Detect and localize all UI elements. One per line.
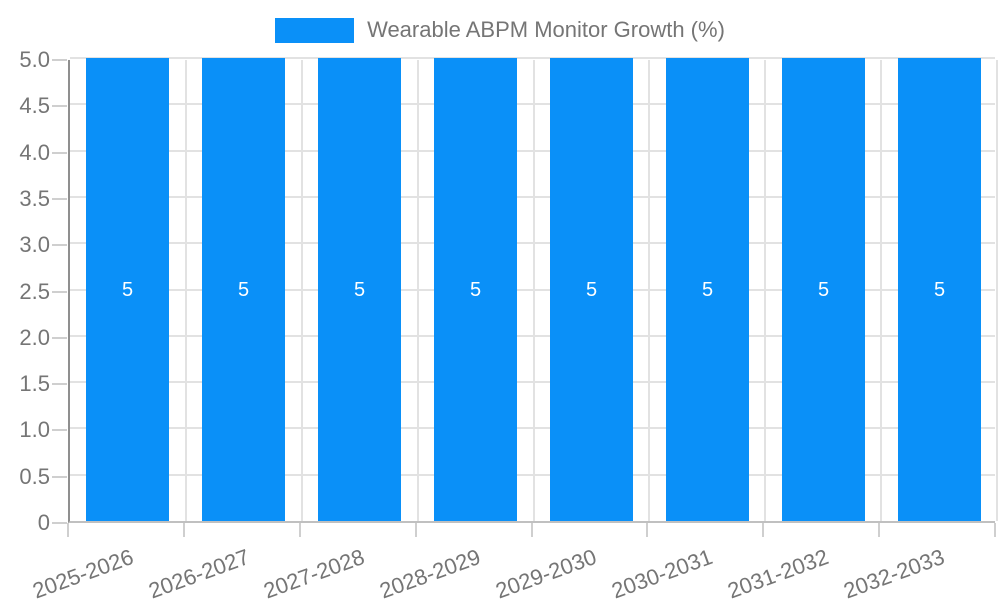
- y-tick-label: 2.0: [19, 324, 50, 350]
- x-gridline: [533, 60, 535, 521]
- y-gridline: [70, 242, 995, 245]
- y-axis-tick: [52, 475, 67, 478]
- bar-value-label: 5: [817, 278, 830, 301]
- y-gridline: [70, 57, 995, 59]
- legend-label[interactable]: Wearable ABPM Monitor Growth (%): [367, 17, 725, 42]
- y-gridline: [70, 473, 995, 476]
- x-axis-tick: [762, 523, 764, 537]
- bar-value-label: 5: [933, 278, 946, 301]
- x-axis-tick: [994, 523, 996, 537]
- x-axis-tick: [299, 523, 301, 537]
- x-axis-tick: [646, 523, 648, 537]
- x-gridline: [880, 60, 882, 521]
- x-axis-tick: [531, 523, 533, 537]
- y-axis-tick: [52, 336, 67, 339]
- plot-area: 5 5 5 5 5 5 5 5: [68, 57, 998, 523]
- x-tick-label: 2031-2032: [724, 544, 832, 604]
- x-tick-label: 2027-2028: [260, 544, 369, 604]
- y-tick-label: 5.0: [19, 47, 50, 72]
- bar[interactable]: 5: [434, 58, 517, 521]
- x-gridline: [764, 60, 766, 521]
- x-tick-label: 2025-2026: [29, 544, 137, 604]
- x-gridline: [648, 60, 650, 521]
- y-gridline: [70, 427, 995, 430]
- bar-value-label: 5: [237, 278, 250, 301]
- y-tick-label: 4.5: [19, 93, 50, 119]
- x-tick-label: 2028-2029: [376, 544, 485, 604]
- y-axis-tick: [52, 105, 67, 108]
- x-gridline: [301, 60, 303, 521]
- bar-value-label: 5: [121, 278, 134, 301]
- y-gridline: [70, 288, 995, 291]
- y-axis-tick: [52, 383, 67, 386]
- x-axis-tick: [183, 523, 185, 537]
- bar[interactable]: 5: [782, 58, 865, 521]
- bar-value-label: 5: [701, 278, 714, 301]
- y-tick-label: 0.5: [19, 463, 50, 489]
- y-gridline: [70, 334, 995, 337]
- y-axis-tick: [52, 244, 67, 247]
- y-tick-label: 3.0: [19, 232, 50, 258]
- y-axis-tick: [52, 197, 67, 200]
- y-gridline: [70, 103, 995, 106]
- x-tick-label: 2030-2031: [608, 544, 716, 604]
- y-tick-label: 1.0: [19, 417, 50, 443]
- y-tick-label: 1.5: [19, 371, 50, 397]
- y-axis-tick: [52, 151, 67, 154]
- bar-value-label: 5: [353, 278, 366, 301]
- x-tick-label: 2029-2030: [492, 544, 600, 604]
- y-tick-label: 0: [37, 510, 50, 535]
- x-tick-label: 2032-2033: [840, 544, 948, 604]
- y-gridline: [70, 381, 995, 384]
- y-gridline: [70, 149, 995, 152]
- bar[interactable]: 5: [318, 58, 401, 521]
- y-tick-label: 4.0: [19, 139, 50, 165]
- legend-swatch[interactable]: [275, 17, 355, 43]
- x-axis-tick: [878, 523, 880, 537]
- y-axis-tick: [52, 429, 67, 432]
- bar-value-label: 5: [585, 278, 598, 301]
- x-axis-tick: [415, 523, 417, 537]
- y-tick-label: 2.5: [19, 278, 50, 304]
- y-gridline: [70, 195, 995, 198]
- x-gridline: [185, 60, 187, 521]
- x-tick-label: 2026-2027: [144, 544, 253, 604]
- x-gridline: [417, 60, 419, 521]
- x-axis-tick: [67, 523, 69, 537]
- bar[interactable]: 5: [202, 58, 285, 521]
- bar-value-label: 5: [469, 278, 482, 301]
- x-gridline: [996, 60, 998, 521]
- y-axis-tick: [52, 522, 67, 524]
- y-axis-tick: [52, 59, 67, 61]
- y-axis-tick: [52, 290, 67, 293]
- bar[interactable]: 5: [666, 58, 749, 521]
- y-tick-label: 3.5: [19, 185, 50, 211]
- bar[interactable]: 5: [550, 58, 633, 521]
- bar[interactable]: 5: [86, 58, 169, 521]
- bar[interactable]: 5: [898, 58, 981, 521]
- legend: Wearable ABPM Monitor Growth (%): [0, 17, 1000, 43]
